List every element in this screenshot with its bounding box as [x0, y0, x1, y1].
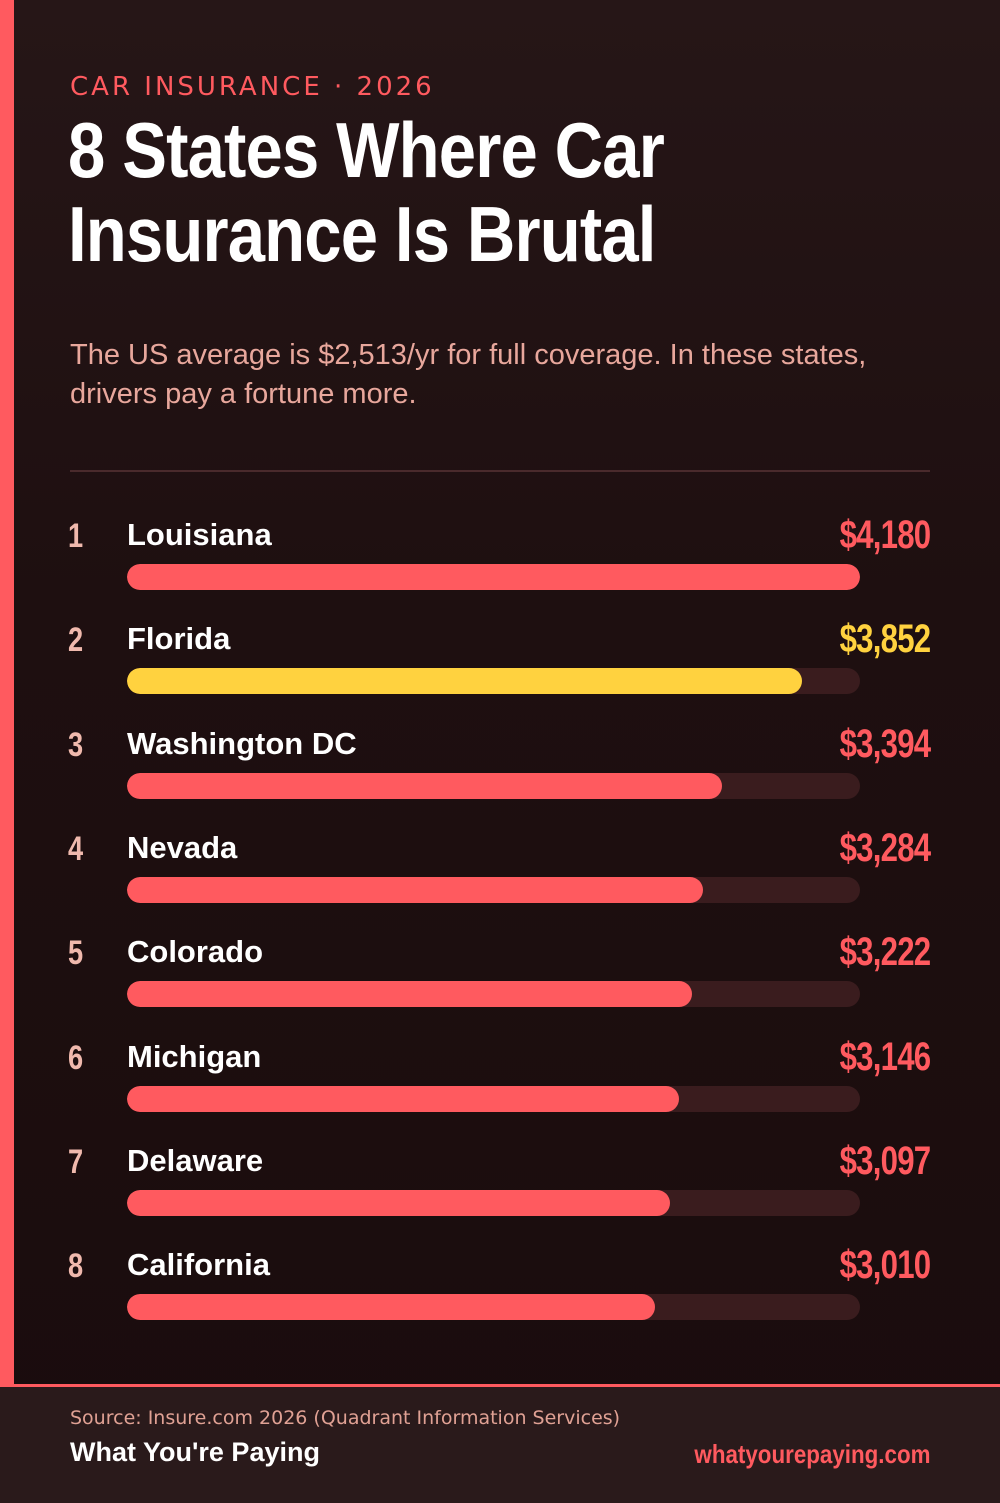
data-label: $4,180: [839, 513, 931, 557]
chart-row: 3 Washington DC $3,394: [0, 722, 1000, 830]
bar: [127, 1294, 655, 1321]
data-label: $3,284: [839, 825, 931, 870]
rank-label: 5: [68, 934, 84, 973]
chart-row: 1 Louisiana $4,180: [0, 513, 1000, 621]
chart-row: 6 Michigan $3,146: [0, 1035, 1000, 1143]
page-title: 8 States Where Car Insurance Is Brutal: [68, 106, 665, 278]
left-accent-bar: [0, 0, 14, 1387]
rank-label: 1: [68, 517, 84, 555]
bar: [127, 1085, 679, 1112]
category-label: Washington DC: [127, 725, 357, 761]
category-label: Nevada: [127, 829, 238, 865]
chart-row: 5 Colorado $3,222: [0, 930, 1000, 1038]
chart-row: 4 Nevada $3,284: [0, 826, 1000, 934]
bar-track: [127, 1189, 860, 1216]
category-label: Florida: [127, 621, 231, 657]
subtitle: The US average is $2,513/yr for full cov…: [70, 339, 867, 410]
category-label: Michigan: [127, 1038, 262, 1074]
source-note: Source: Insure.com 2026 (Quadrant Inform…: [70, 1407, 621, 1429]
data-label: $3,222: [839, 930, 931, 975]
bar: [127, 876, 703, 903]
bar-track: [127, 564, 860, 590]
divider: [70, 470, 930, 472]
bar: [127, 772, 723, 799]
data-label: $3,010: [839, 1243, 931, 1288]
bar-track: [127, 772, 860, 799]
bar-track: [127, 876, 860, 903]
bar-track: [127, 1085, 860, 1112]
bar-track: [127, 981, 860, 1008]
rank-label: 6: [68, 1038, 84, 1077]
bar: [127, 1189, 671, 1216]
data-label: $3,146: [839, 1034, 931, 1079]
rank-label: 2: [68, 621, 84, 660]
bar-track: [127, 668, 860, 695]
category-label: Colorado: [127, 934, 264, 970]
rank-label: 4: [68, 829, 84, 868]
brand-name: What You're Paying: [70, 1437, 320, 1467]
chart-row: 8 California $3,010: [0, 1243, 1000, 1351]
bar: [127, 981, 692, 1008]
category-label: Louisiana: [127, 517, 272, 552]
rank-label: 8: [68, 1247, 84, 1286]
chart-row: 7 Delaware $3,097: [0, 1139, 1000, 1247]
rank-label: 7: [68, 1142, 84, 1181]
category-label: California: [127, 1247, 270, 1283]
website-link[interactable]: whatyourepaying.com: [693, 1439, 930, 1469]
data-label: $3,852: [839, 617, 931, 662]
category-label: Delaware: [127, 1142, 264, 1178]
bar-track: [127, 1294, 860, 1321]
bar: [127, 564, 860, 590]
eyebrow-label: CAR INSURANCE · 2026: [70, 72, 435, 102]
rank-label: 3: [68, 725, 84, 764]
data-label: $3,394: [839, 721, 931, 766]
chart-row: 2 Florida $3,852: [0, 617, 1000, 725]
footer: Source: Insure.com 2026 (Quadrant Inform…: [0, 1384, 1000, 1503]
bar: [127, 668, 803, 695]
data-label: $3,097: [839, 1138, 931, 1183]
